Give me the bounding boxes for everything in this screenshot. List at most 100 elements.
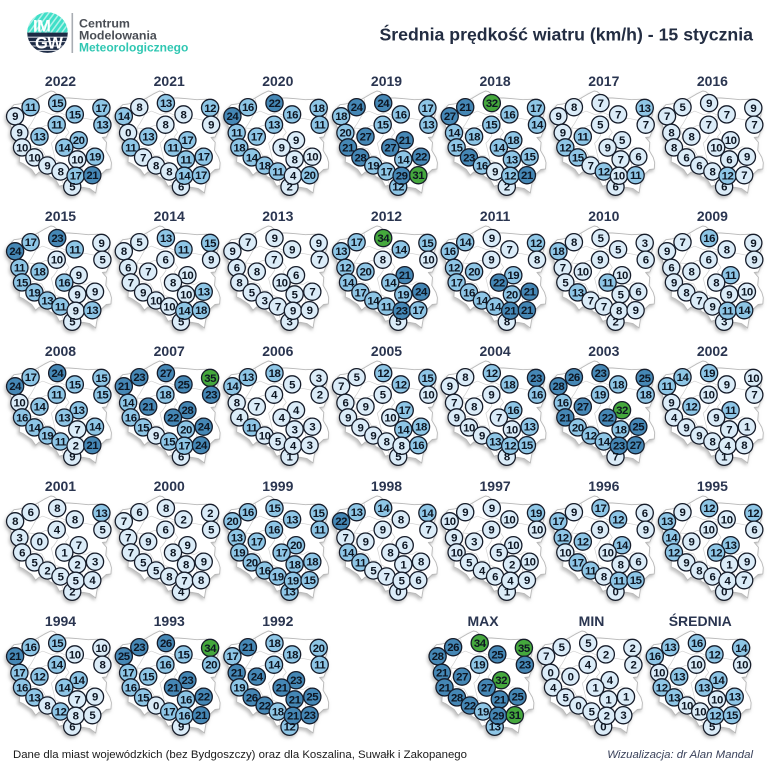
svg-text:11: 11 (55, 436, 67, 448)
svg-text:18: 18 (504, 379, 516, 391)
svg-text:6: 6 (19, 547, 25, 559)
svg-text:14: 14 (178, 306, 191, 318)
svg-text:5: 5 (370, 565, 377, 577)
svg-text:5: 5 (153, 565, 160, 577)
svg-text:17: 17 (178, 441, 190, 453)
svg-text:10: 10 (577, 267, 589, 279)
svg-text:13: 13 (242, 372, 254, 384)
svg-text:14: 14 (227, 381, 240, 393)
svg-text:15: 15 (377, 120, 390, 132)
svg-text:21: 21 (559, 412, 572, 424)
svg-text:6: 6 (402, 540, 408, 552)
svg-text:12: 12 (392, 182, 404, 194)
svg-text:12: 12 (504, 171, 516, 183)
svg-text:6: 6 (342, 398, 348, 410)
svg-text:2021: 2021 (154, 73, 185, 89)
svg-text:0: 0 (613, 587, 619, 599)
svg-text:11: 11 (381, 301, 393, 313)
svg-text:9: 9 (643, 525, 649, 537)
svg-text:8: 8 (162, 120, 168, 132)
svg-text:14: 14 (246, 152, 259, 164)
svg-text:12: 12 (668, 547, 680, 559)
svg-text:3: 3 (316, 373, 322, 385)
svg-text:8: 8 (254, 267, 260, 279)
svg-text:16: 16 (58, 278, 70, 290)
svg-text:17: 17 (96, 103, 108, 115)
svg-text:5: 5 (208, 525, 215, 537)
svg-text:19: 19 (477, 706, 489, 718)
svg-text:26: 26 (447, 642, 459, 654)
svg-text:18: 18 (313, 103, 325, 115)
svg-text:9: 9 (208, 120, 214, 132)
svg-text:8: 8 (166, 166, 172, 178)
svg-text:7: 7 (74, 694, 80, 706)
svg-text:14: 14 (384, 278, 397, 290)
svg-text:10: 10 (721, 514, 733, 526)
svg-text:7: 7 (741, 170, 747, 182)
svg-text:0: 0 (568, 672, 574, 684)
svg-text:23: 23 (613, 441, 625, 453)
svg-text:8: 8 (618, 559, 624, 571)
svg-text:2013: 2013 (262, 208, 293, 224)
svg-text:2: 2 (504, 182, 510, 194)
svg-text:13: 13 (489, 722, 501, 734)
svg-text:0: 0 (125, 128, 131, 140)
svg-text:32: 32 (616, 405, 628, 417)
svg-text:1992: 1992 (262, 613, 293, 629)
svg-text:8: 8 (166, 571, 172, 583)
svg-text:7: 7 (613, 452, 619, 464)
svg-text:9: 9 (92, 287, 98, 299)
svg-text:8: 8 (170, 548, 176, 560)
svg-text:0: 0 (547, 668, 553, 680)
svg-text:6: 6 (709, 571, 715, 583)
svg-text:16: 16 (125, 412, 137, 424)
svg-text:19: 19 (530, 508, 542, 520)
svg-text:9: 9 (489, 233, 495, 245)
svg-text:8: 8 (683, 287, 689, 299)
svg-text:10: 10 (691, 660, 703, 672)
svg-text:16: 16 (691, 638, 703, 650)
svg-text:14: 14 (677, 372, 690, 384)
svg-text:32: 32 (486, 98, 498, 110)
svg-text:23: 23 (182, 675, 194, 687)
svg-text:2017: 2017 (588, 73, 619, 89)
svg-text:1: 1 (744, 422, 751, 434)
svg-text:8: 8 (54, 503, 60, 515)
svg-text:5: 5 (73, 576, 80, 588)
svg-text:3: 3 (292, 424, 298, 436)
svg-text:3: 3 (307, 440, 313, 452)
svg-text:10: 10 (736, 660, 748, 672)
svg-text:22: 22 (493, 278, 505, 290)
svg-text:11: 11 (602, 278, 614, 290)
svg-text:12: 12 (686, 402, 698, 414)
svg-text:9: 9 (571, 507, 577, 519)
svg-text:13: 13 (639, 103, 651, 115)
svg-text:7: 7 (275, 301, 281, 313)
svg-text:10: 10 (14, 398, 26, 410)
svg-text:11: 11 (630, 170, 642, 182)
svg-text:8: 8 (136, 102, 142, 114)
svg-text:5: 5 (69, 182, 76, 194)
svg-text:18: 18 (269, 368, 281, 380)
svg-text:12: 12 (722, 171, 734, 183)
svg-text:14: 14 (665, 533, 678, 545)
svg-text:14: 14 (367, 295, 380, 307)
svg-text:1998: 1998 (371, 478, 402, 494)
svg-text:2: 2 (613, 317, 619, 329)
svg-text:10: 10 (710, 143, 722, 155)
svg-text:25: 25 (491, 649, 504, 661)
svg-text:9: 9 (12, 111, 18, 123)
svg-text:8: 8 (616, 306, 622, 318)
svg-text:15: 15 (51, 98, 64, 110)
svg-text:17: 17 (227, 651, 239, 663)
svg-text:8: 8 (380, 255, 386, 267)
svg-text:7: 7 (128, 547, 134, 559)
svg-text:9: 9 (16, 128, 22, 140)
svg-text:24: 24 (351, 102, 364, 114)
svg-text:9: 9 (683, 422, 689, 434)
svg-text:2002: 2002 (697, 343, 728, 359)
svg-text:10: 10 (616, 270, 628, 282)
svg-text:7: 7 (588, 295, 594, 307)
svg-text:9: 9 (709, 301, 715, 313)
svg-text:22: 22 (167, 413, 179, 425)
